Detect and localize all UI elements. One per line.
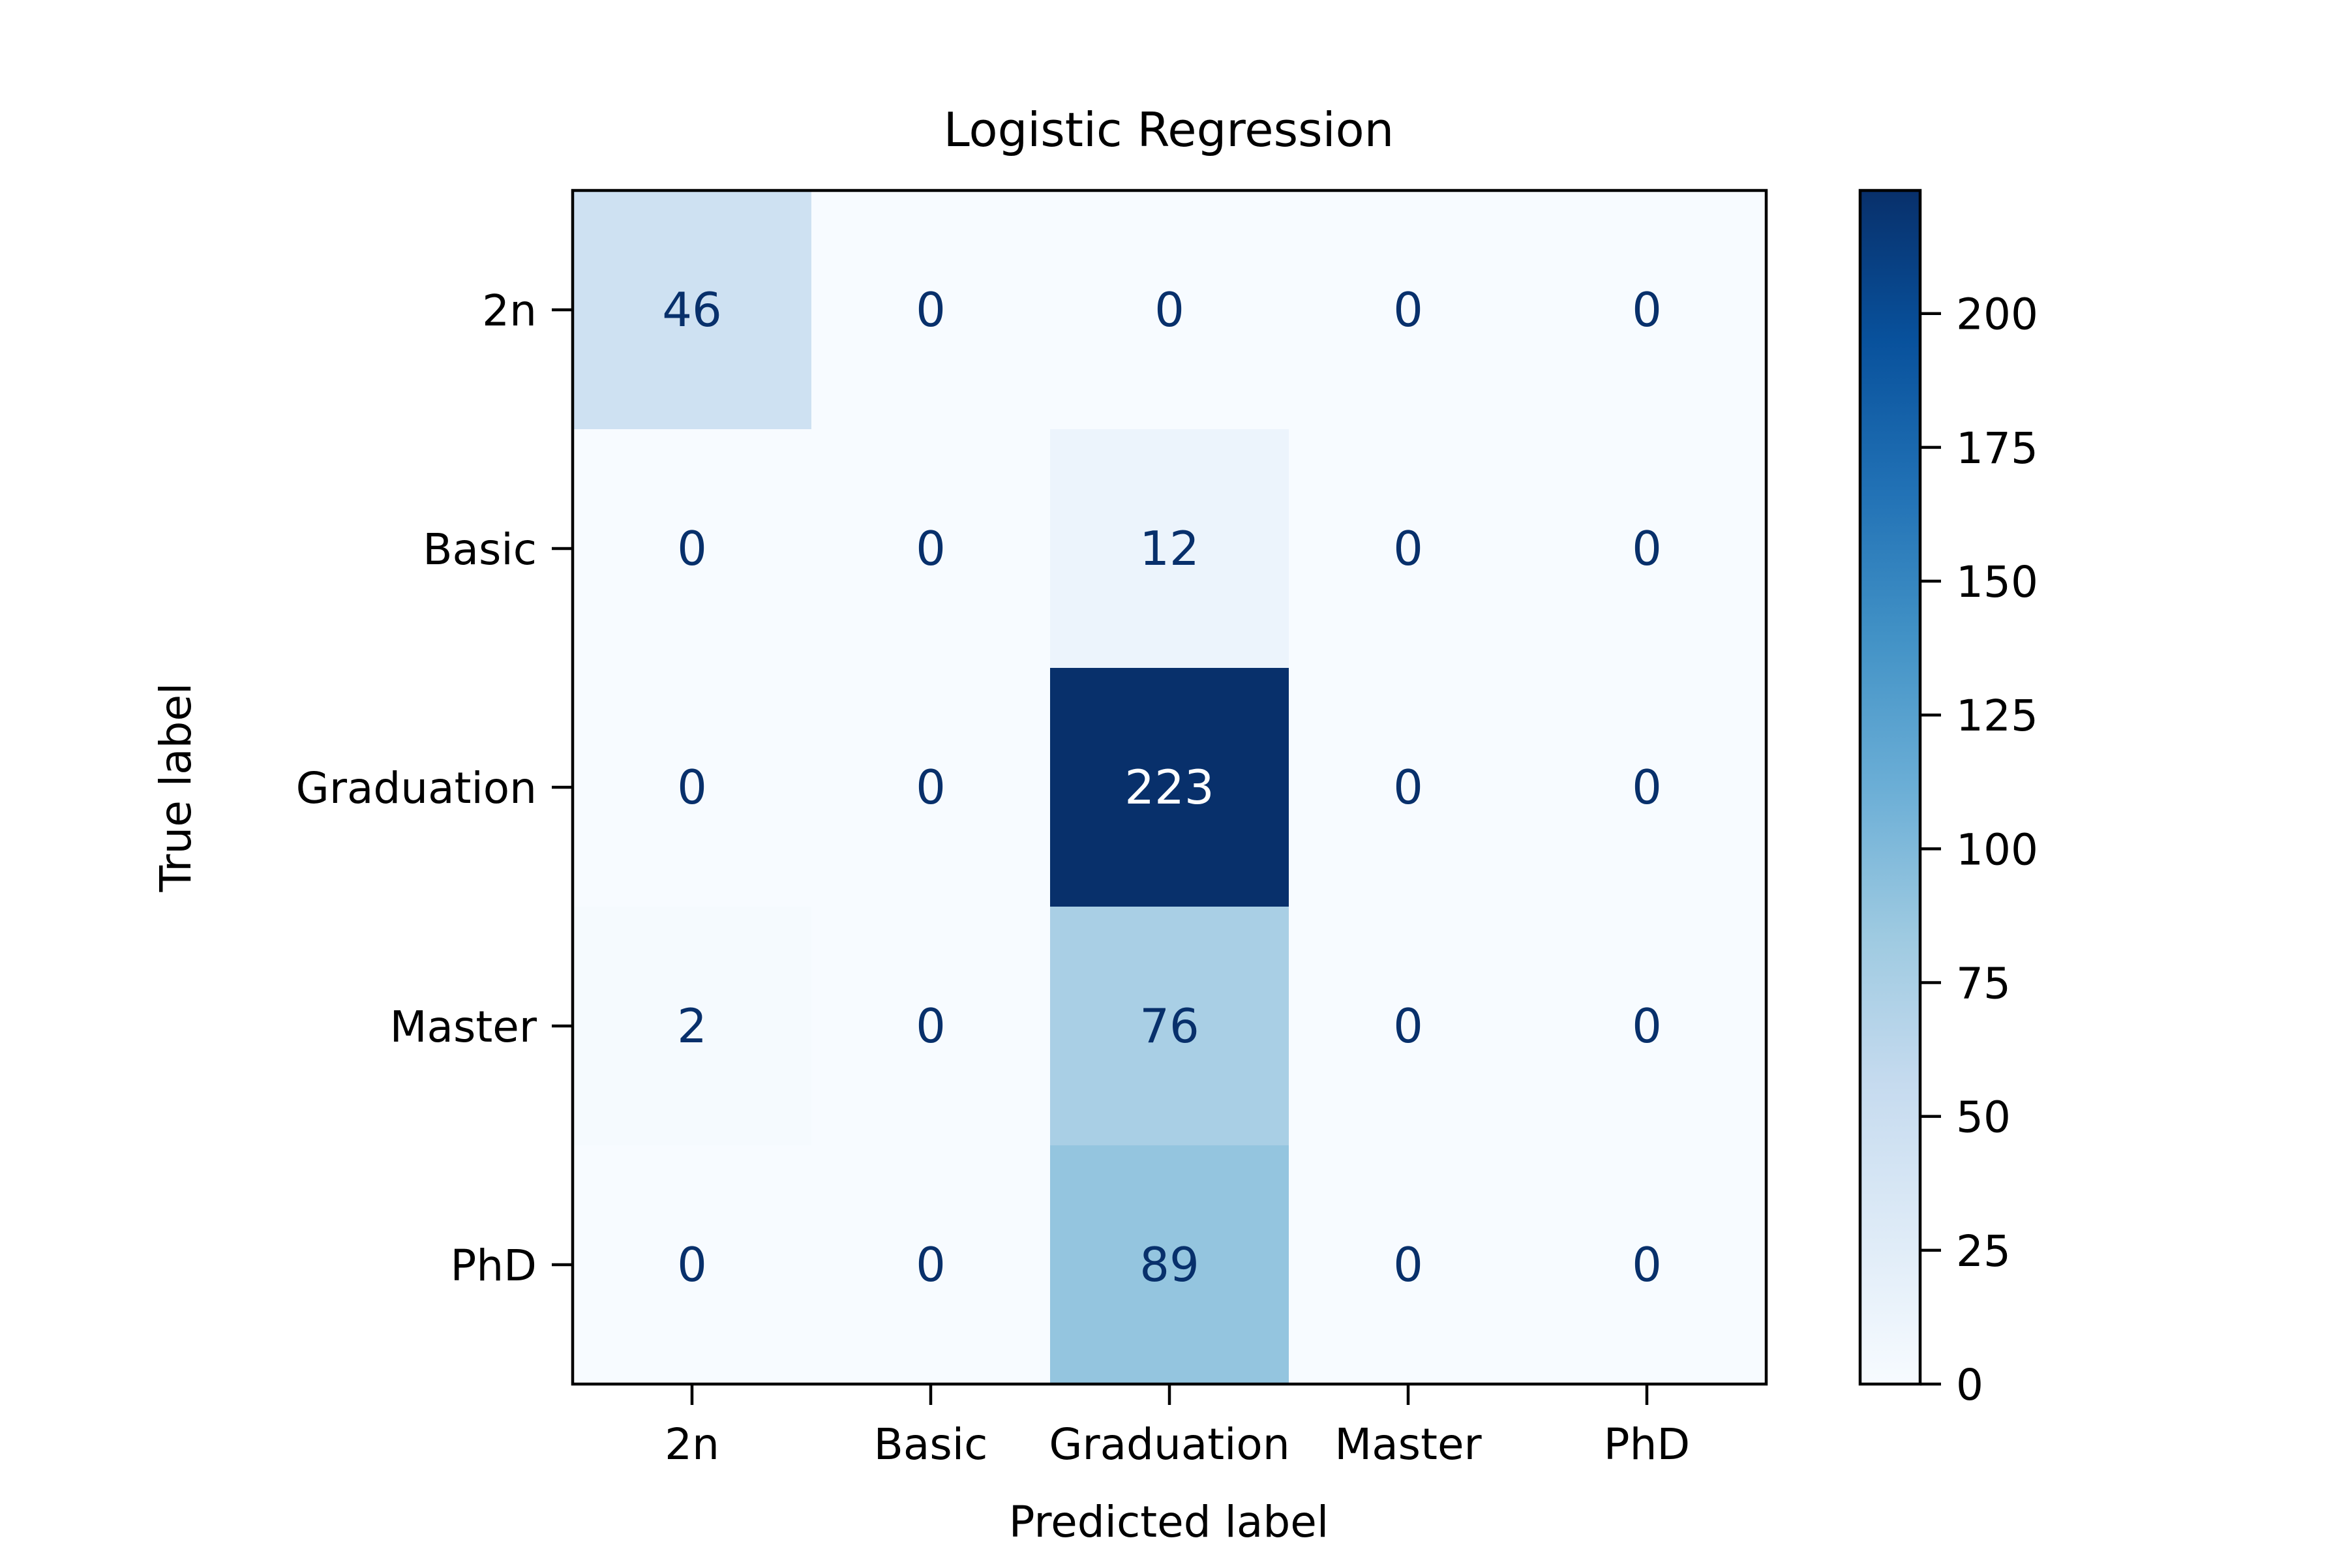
cell-value-label: 0: [1393, 760, 1423, 815]
heatmap-cell: [573, 907, 812, 1146]
cell-value-label: 0: [916, 282, 946, 337]
cell-value-label: 0: [1632, 1237, 1662, 1292]
heatmap-cell: [811, 429, 1051, 669]
cell-value-label: 2: [677, 999, 707, 1053]
heatmap-cell: [573, 668, 812, 907]
heatmap-cell: [811, 190, 1051, 430]
cell-value-label: 0: [677, 760, 707, 815]
cell-value-label: 0: [677, 521, 707, 576]
heatmap-cell: [1528, 668, 1767, 907]
colorbar-tick-label: 200: [1956, 290, 2038, 340]
x-tick-label: Graduation: [1049, 1419, 1289, 1470]
heatmap-cell: [1289, 907, 1528, 1146]
cell-value-labels: 46 0 0 0 0 0 0 12 0 0 0 0 223 0 0 2 0 76 0 0 0 0 89 0 0: [662, 282, 1662, 1292]
colorbar-tick-label: 50: [1956, 1093, 2011, 1143]
heatmap-cell: [1050, 429, 1289, 669]
cell-value-label: 0: [916, 1237, 946, 1292]
cell-value-label: 0: [916, 521, 946, 576]
x-tick-label: Master: [1334, 1419, 1482, 1470]
colorbar-tick-label: 0: [1956, 1360, 1983, 1410]
x-axis-ticks: 2n Basic Graduation Master PhD: [665, 1384, 1690, 1470]
x-tick-label: Basic: [874, 1419, 988, 1470]
heatmap-cell: [1050, 907, 1289, 1146]
colorbar-ticks: 0 25 50 75 100 125 150 175 200: [1920, 290, 2038, 1410]
colorbar-tick-label: 75: [1956, 959, 2011, 1009]
heatmap-cell: [811, 907, 1051, 1146]
cell-value-label: 0: [1632, 999, 1662, 1053]
cell-value-label: 0: [1632, 282, 1662, 337]
heatmap-cell: [1528, 907, 1767, 1146]
chart-title: Logistic Regression: [944, 102, 1394, 157]
y-axis-ticks: 2n Basic Graduation Master PhD: [296, 286, 573, 1291]
y-tick-label: 2n: [482, 286, 537, 336]
heatmap-cell: [1289, 668, 1528, 907]
heatmap-cell: [1050, 1145, 1289, 1385]
heatmap-cell: [1289, 1145, 1528, 1385]
cell-value-label: 0: [916, 999, 946, 1053]
heatmap-cell: [573, 190, 812, 430]
heatmap-cell: [1050, 190, 1289, 430]
y-tick-label: Graduation: [296, 763, 537, 813]
cell-value-label: 89: [1139, 1237, 1199, 1292]
y-axis-label: True label: [151, 683, 201, 893]
heatmap-cell: [1528, 190, 1767, 430]
x-tick-label: PhD: [1604, 1419, 1690, 1470]
y-tick-label: PhD: [451, 1241, 537, 1291]
cell-value-label: 46: [662, 282, 722, 337]
heatmap-cells: [573, 190, 1767, 1385]
colorbar-tick-label: 25: [1956, 1226, 2011, 1276]
cell-value-label: 0: [1154, 282, 1184, 337]
heatmap-cell: [1528, 1145, 1767, 1385]
cell-value-label: 76: [1139, 999, 1199, 1053]
heatmap-cell: [811, 668, 1051, 907]
heatmap-cell: [1050, 668, 1289, 907]
heatmap-cell: [811, 1145, 1051, 1385]
cell-value-label: 0: [677, 1237, 707, 1292]
heatmap-cell: [1528, 429, 1767, 669]
heatmap-cell: [1289, 190, 1528, 430]
x-axis-label: Predicted label: [1009, 1497, 1329, 1547]
colorbar-tick-label: 175: [1956, 423, 2038, 474]
x-tick-label: 2n: [665, 1419, 719, 1470]
heatmap-cell: [1289, 429, 1528, 669]
y-tick-label: Master: [390, 1002, 537, 1052]
cell-value-label: 223: [1124, 760, 1214, 815]
cell-value-label: 0: [1632, 760, 1662, 815]
colorbar-tick-label: 125: [1956, 691, 2038, 741]
cell-value-label: 0: [1393, 282, 1423, 337]
colorbar-tick-label: 150: [1956, 557, 2038, 607]
heatmap-cell: [573, 1145, 812, 1385]
cell-value-label: 0: [1632, 521, 1662, 576]
cell-value-label: 0: [1393, 999, 1423, 1053]
cell-value-label: 12: [1139, 521, 1199, 576]
heatmap-cell: [573, 429, 812, 669]
cell-value-label: 0: [1393, 1237, 1423, 1292]
y-tick-label: Basic: [423, 524, 537, 575]
colorbar: [1858, 188, 1922, 1386]
cell-value-label: 0: [916, 760, 946, 815]
colorbar-tick-label: 100: [1956, 824, 2038, 875]
cell-value-label: 0: [1393, 521, 1423, 576]
